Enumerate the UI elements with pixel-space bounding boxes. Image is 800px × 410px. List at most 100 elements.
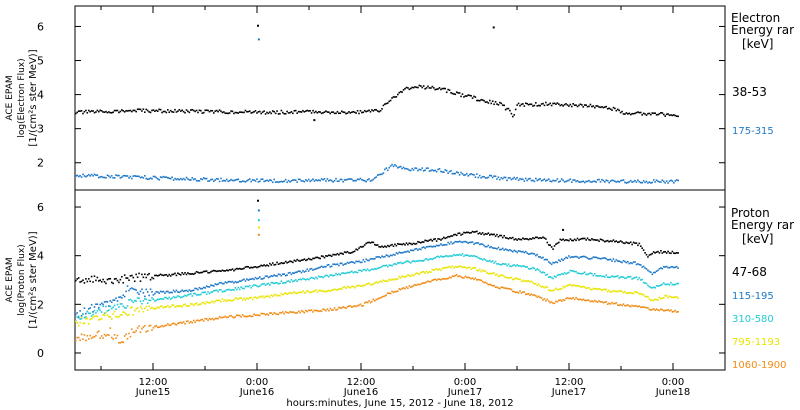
data-point	[605, 288, 608, 291]
data-point	[116, 109, 119, 112]
data-point	[154, 274, 156, 277]
data-point	[178, 291, 181, 294]
data-point	[190, 179, 192, 181]
data-point	[496, 273, 498, 276]
data-point	[110, 336, 113, 339]
data-point	[205, 293, 208, 295]
data-point	[296, 280, 298, 283]
data-point	[368, 178, 370, 180]
data-point	[165, 306, 168, 308]
data-point	[422, 85, 425, 87]
data-point	[677, 310, 679, 313]
y-tick-label: 6	[37, 201, 44, 214]
data-point	[217, 178, 219, 180]
data-point	[98, 319, 100, 321]
data-point	[555, 261, 557, 263]
data-point	[188, 305, 191, 307]
data-point	[241, 279, 244, 281]
data-point	[530, 238, 533, 240]
data-point	[609, 180, 612, 182]
data-point	[496, 263, 498, 265]
data-point	[604, 276, 606, 278]
data-point	[188, 322, 191, 324]
data-point	[336, 110, 339, 113]
data-point	[559, 104, 562, 107]
data-point	[645, 295, 648, 298]
data-point	[625, 277, 628, 279]
data-point	[243, 278, 245, 281]
data-point	[292, 112, 294, 115]
data-point	[601, 289, 603, 292]
data-point	[464, 95, 467, 97]
data-point	[286, 311, 288, 314]
data-point	[204, 177, 206, 180]
data-point	[253, 179, 255, 181]
data-point	[674, 283, 677, 286]
data-point	[675, 115, 678, 117]
data-point	[292, 311, 294, 313]
data-point	[286, 274, 288, 276]
data-point	[425, 239, 428, 242]
data-point	[223, 111, 225, 113]
data-point	[533, 104, 536, 107]
data-point	[98, 176, 100, 179]
data-point	[133, 310, 136, 312]
data-point	[158, 292, 160, 294]
data-point	[332, 111, 334, 113]
data-point	[83, 175, 86, 177]
data-point	[536, 236, 539, 239]
data-point	[79, 318, 81, 320]
data-point	[167, 275, 169, 277]
data-point	[191, 303, 194, 305]
data-point	[200, 178, 202, 180]
data-point	[231, 316, 234, 318]
data-point	[204, 287, 206, 289]
data-point	[658, 181, 661, 183]
data-point	[477, 256, 480, 259]
data-point	[257, 181, 260, 183]
data-point	[188, 293, 191, 296]
data-point	[105, 335, 107, 337]
data-point	[635, 181, 638, 183]
data-point	[297, 270, 300, 272]
data-point	[86, 310, 89, 313]
data-point	[532, 266, 534, 269]
data-point	[615, 181, 618, 183]
data-point	[214, 110, 217, 112]
data-point	[612, 179, 615, 182]
data-point	[349, 286, 352, 289]
data-point	[662, 265, 665, 268]
data-point	[317, 267, 320, 269]
data-point	[595, 300, 597, 303]
data-point	[277, 283, 280, 285]
data-point	[178, 178, 181, 181]
data-point	[408, 261, 411, 263]
data-point	[146, 178, 149, 181]
data-point	[519, 278, 521, 281]
data-point	[526, 238, 528, 240]
data-point	[234, 287, 237, 289]
data-point	[477, 99, 480, 102]
data-point	[520, 280, 523, 283]
data-point	[90, 110, 93, 112]
data-point	[529, 268, 531, 270]
data-point	[92, 175, 94, 177]
data-point	[658, 112, 661, 115]
data-point	[667, 308, 669, 311]
data-point	[251, 266, 254, 269]
data-point	[207, 319, 209, 322]
data-point	[407, 168, 409, 170]
data-point	[306, 278, 309, 280]
data-point	[539, 178, 541, 180]
data-point	[93, 336, 96, 338]
data-point	[215, 270, 218, 273]
data-point	[392, 279, 395, 281]
data-point	[486, 245, 488, 248]
data-point	[408, 285, 411, 287]
data-point	[658, 267, 661, 270]
data-point	[211, 317, 214, 320]
data-point	[408, 274, 411, 277]
data-point	[402, 251, 405, 254]
data-point	[96, 303, 99, 306]
data-point	[184, 271, 186, 274]
